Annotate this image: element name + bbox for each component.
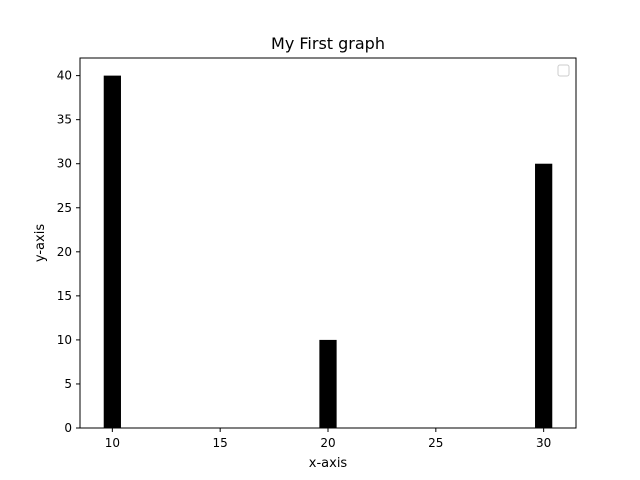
y-tick-label: 40 <box>57 69 72 83</box>
x-axis-ticks: 10 15 20 25 30 <box>105 428 551 450</box>
y-tick-label: 10 <box>57 333 72 347</box>
bar <box>319 339 337 428</box>
x-tick-label: 25 <box>428 436 443 450</box>
legend-box <box>557 64 570 77</box>
plot-frame <box>79 57 577 429</box>
x-axis-label: x-axis <box>309 456 348 471</box>
x-tick-label: 10 <box>105 436 120 450</box>
y-tick-label: 5 <box>64 377 72 391</box>
y-tick-label: 20 <box>57 245 72 259</box>
y-tick-label: 25 <box>57 201 72 215</box>
y-tick-label: 0 <box>64 421 72 435</box>
y-axis-ticks: 0 5 10 15 20 25 30 35 40 <box>57 69 80 435</box>
chart-title: My First graph <box>271 34 385 53</box>
x-tick-label: 20 <box>320 436 335 450</box>
bar <box>535 163 553 428</box>
bars-group <box>103 75 553 428</box>
y-tick-label: 30 <box>57 157 72 171</box>
y-axis-label: y-axis <box>33 224 48 262</box>
bar <box>103 75 121 428</box>
y-tick-label: 35 <box>57 113 72 127</box>
x-tick-label: 30 <box>536 436 551 450</box>
y-tick-label: 15 <box>57 289 72 303</box>
x-tick-label: 15 <box>213 436 228 450</box>
